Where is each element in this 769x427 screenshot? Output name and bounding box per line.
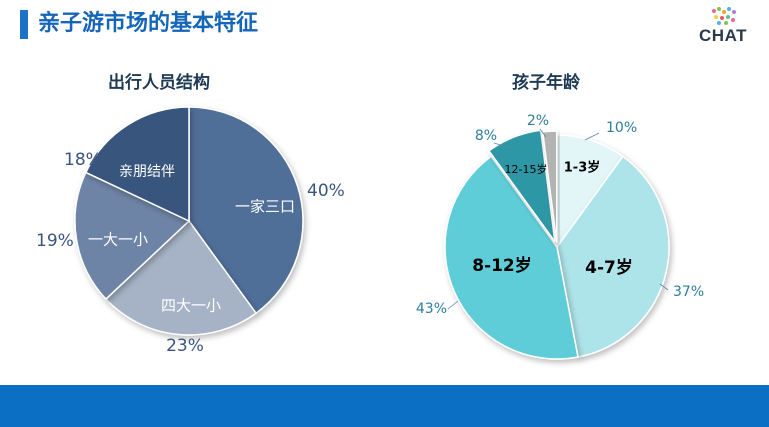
slice-percent-label: 19% [36, 231, 74, 251]
leader-line [584, 132, 600, 141]
slice-percent-label: 8% [475, 128, 497, 144]
pie-slice [104, 219, 258, 336]
pie-chart-child-age: 1-3岁 10% 4-7岁 37% 8-12岁 43% 12-15岁 8% 2% [416, 113, 704, 360]
slice-category-label: 四大一小 [161, 297, 221, 315]
chart1-title: 出行人员结构 [108, 73, 210, 93]
slice-percent-label: 2% [527, 113, 549, 129]
leader-line [539, 128, 547, 138]
slice-percent-label: 18% [64, 150, 102, 170]
slice-percent-label: 40% [307, 181, 345, 201]
leader-line [659, 283, 669, 291]
pie-chart-travel-group: 一家三口 40% 四大一小 23% 一大一小 19% 亲朋结伴 18% [36, 106, 345, 356]
pie-slice [74, 171, 191, 301]
slice-percent-label: 43% [416, 301, 447, 317]
footer-bar [0, 385, 769, 427]
slice-category-label: 4-7岁 [585, 257, 633, 278]
slice-category-label: 1-3岁 [564, 160, 601, 176]
slice-category-label: 8-12岁 [472, 255, 532, 276]
leader-line [493, 142, 511, 149]
slice-category-label: 12-15岁 [505, 162, 548, 176]
title-accent-bar [20, 10, 28, 39]
slide-title: 亲子游市场的基本特征 [38, 11, 259, 36]
pie-slice [541, 130, 558, 244]
logo-dots-icon [712, 7, 736, 25]
pie-slice [444, 155, 579, 360]
pie-slice [556, 155, 670, 358]
logo-text: CHAT [699, 26, 747, 45]
chart2-title: 孩子年龄 [512, 73, 580, 93]
pie-charts: 一家三口 40% 四大一小 23% 一大一小 19% 亲朋结伴 18% 1-3岁 10% 4-7岁… [36, 106, 704, 360]
slice-category-label: 一家三口 [235, 198, 295, 216]
slice-percent-label: 37% [673, 284, 704, 300]
pie-slice [188, 106, 304, 315]
slice-percent-label: 10% [606, 120, 637, 136]
chat-logo: CHAT [692, 6, 754, 46]
pie-slice [84, 106, 190, 223]
slice-percent-label: 23% [166, 336, 204, 356]
leader-line [447, 300, 459, 310]
slice-category-label: 一大一小 [88, 231, 148, 249]
slice-category-label: 亲朋结伴 [119, 164, 175, 180]
